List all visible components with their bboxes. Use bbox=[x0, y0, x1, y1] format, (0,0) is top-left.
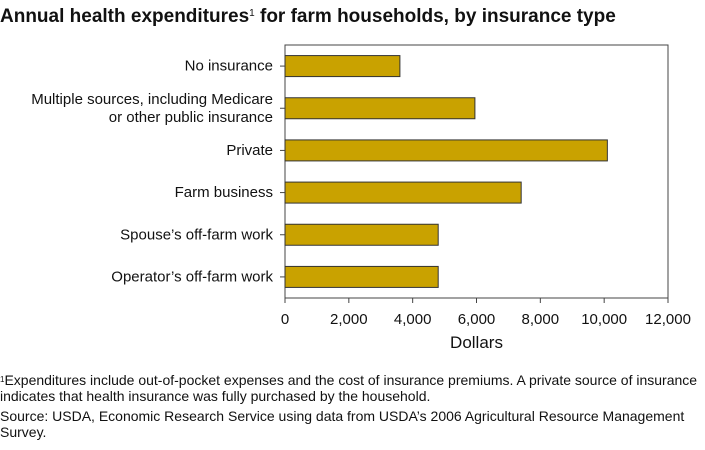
x-tick-label: 10,000 bbox=[581, 311, 627, 328]
plot-frame bbox=[284, 44, 669, 299]
footnote-marker: 1 bbox=[0, 375, 5, 384]
footnote: 1Expenditures include out-of-pocket expe… bbox=[0, 372, 700, 404]
bar bbox=[284, 55, 401, 78]
source-note: Source: USDA, Economic Research Service … bbox=[0, 408, 685, 440]
bar bbox=[284, 181, 522, 204]
chart-title-main: Annual health expenditures bbox=[0, 6, 250, 27]
bar bbox=[284, 265, 439, 288]
x-tick-label: 2,000 bbox=[330, 311, 368, 328]
category-label: Multiple sources, including Medicare bbox=[31, 91, 273, 108]
x-tick-label: 12,000 bbox=[645, 311, 691, 328]
chart-title: Annual health expenditures1 for farm hou… bbox=[0, 6, 616, 28]
chart-title-suffix: for farm households, by insurance type bbox=[254, 6, 616, 27]
chart-notes: 1Expenditures include out-of-pocket expe… bbox=[0, 372, 700, 444]
bar bbox=[284, 223, 439, 246]
category-label: or other public insurance bbox=[109, 109, 273, 126]
footnote-text: Expenditures include out-of-pocket expen… bbox=[0, 372, 698, 404]
chart-title-footnote-marker: 1 bbox=[249, 8, 255, 19]
bar bbox=[284, 139, 608, 162]
category-label: Spouse’s off-farm work bbox=[120, 226, 273, 243]
category-label: No insurance bbox=[185, 58, 273, 75]
x-tick-label: 0 bbox=[281, 311, 289, 328]
bar bbox=[284, 97, 476, 120]
category-label: Private bbox=[226, 142, 273, 159]
x-tick-label: 8,000 bbox=[522, 311, 560, 328]
category-label: Operator’s off-farm work bbox=[111, 268, 273, 285]
x-axis-label: Dollars bbox=[450, 333, 503, 352]
x-tick-label: 4,000 bbox=[394, 311, 432, 328]
bar-chart: No insurance Multiple sources, including … bbox=[31, 44, 691, 352]
category-label: Farm business bbox=[175, 184, 273, 201]
x-tick-label: 6,000 bbox=[458, 311, 496, 328]
